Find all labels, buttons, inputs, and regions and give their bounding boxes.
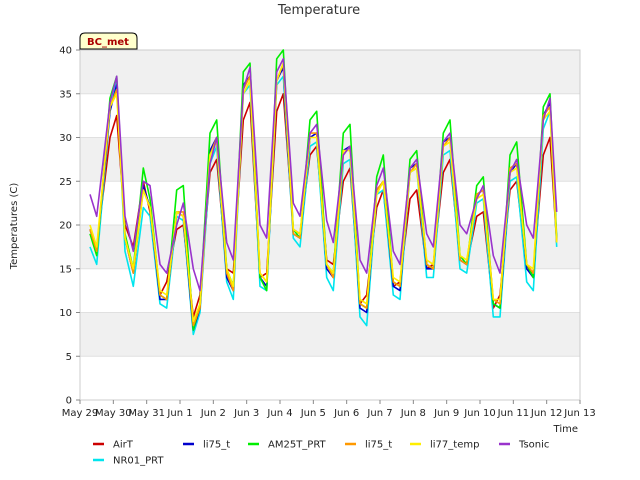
grid-band — [80, 137, 580, 182]
x-tick-label: Jun 11 — [497, 408, 530, 419]
x-tick-label: Jun 6 — [333, 408, 359, 419]
x-tick-label: May 30 — [95, 408, 132, 419]
site-badge: BC_met — [79, 32, 138, 50]
badge-label: BC_met — [87, 37, 129, 48]
y-tick-label: 35 — [59, 89, 72, 100]
y-tick-label: 20 — [59, 221, 72, 232]
x-tick-label: Jun 2 — [200, 408, 226, 419]
grid-band — [80, 50, 580, 94]
y-tick-label: 15 — [59, 264, 72, 275]
y-tick-label: 5 — [66, 352, 72, 363]
grid-band — [80, 268, 580, 313]
grid-band — [80, 181, 580, 225]
legend-label: AirT — [113, 440, 134, 451]
x-tick-label: Jun 10 — [463, 408, 496, 419]
x-tick-label: May 31 — [128, 408, 165, 419]
y-tick-label: 40 — [59, 46, 72, 57]
x-tick-label: Jun 7 — [366, 408, 392, 419]
y-axis-label: Temperatures (C) — [9, 183, 20, 271]
legend-label: li75_t — [203, 440, 230, 451]
series-line-1 — [89, 75, 558, 336]
grid-band — [80, 356, 580, 400]
x-tick-label: Jun 3 — [233, 408, 259, 419]
x-tick-label: Jun 8 — [400, 408, 426, 419]
grid-band — [80, 93, 580, 138]
series-line-6 — [89, 57, 558, 292]
x-tick-label: Jun 13 — [563, 408, 596, 419]
y-tick-label: 10 — [59, 308, 72, 319]
legend-label: NR01_PRT — [113, 456, 164, 467]
x-tick-label: Jun 4 — [266, 408, 292, 419]
x-tick-label: Jun 1 — [166, 408, 192, 419]
y-tick-label: 30 — [59, 133, 72, 144]
x-tick-label: Jun 5 — [300, 408, 326, 419]
x-tick-label: May 29 — [62, 408, 99, 419]
legend-label: Tsonic — [518, 440, 549, 451]
legend-label: li77_temp — [430, 440, 479, 451]
grid-band — [80, 312, 580, 357]
legend: AirT li75_t AM25T_PRT li75_t li77_temp Tsonic… — [93, 440, 549, 467]
x-axis-label: Time — [553, 424, 578, 435]
x-tick-label: Jun 9 — [433, 408, 459, 419]
legend-label: li75_t — [365, 440, 392, 451]
x-tick-label: Jun 12 — [530, 408, 563, 419]
badge-box — [79, 32, 138, 50]
series-line-5 — [89, 62, 558, 323]
y-tick-label: 0 — [66, 396, 72, 407]
legend-label: AM25T_PRT — [268, 440, 327, 451]
y-tick-label: 25 — [59, 177, 72, 188]
chart-title: Temperature — [277, 3, 360, 18]
